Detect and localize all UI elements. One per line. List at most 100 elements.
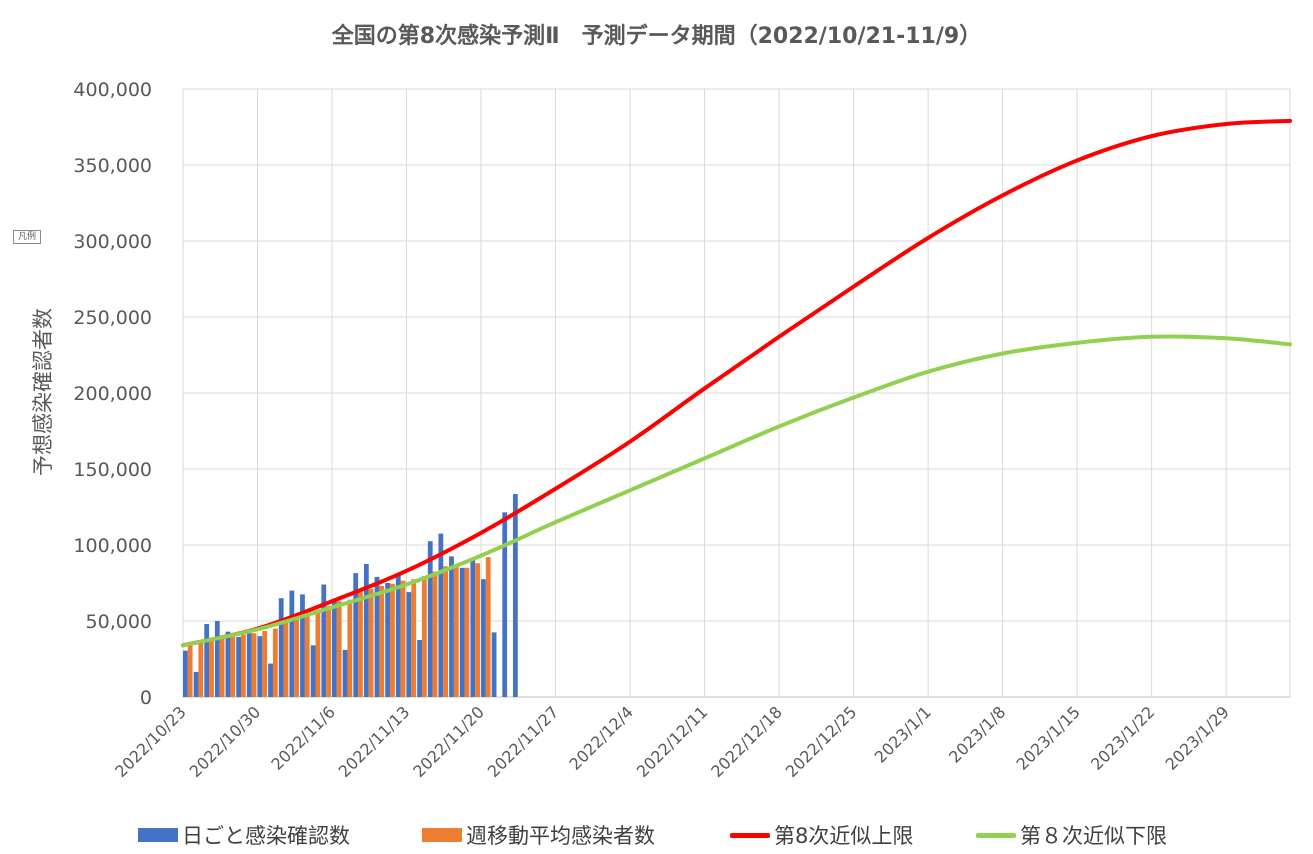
weekly-average-bar	[358, 592, 363, 697]
y-tick-label: 350,000	[73, 155, 152, 177]
y-tick-label: 50,000	[86, 611, 152, 633]
daily-cases-bar	[449, 556, 454, 697]
daily-cases-bar	[278, 598, 284, 697]
legend-label: 日ごと感染確認数	[182, 824, 350, 848]
daily-cases-bar	[491, 632, 497, 697]
legend-label: 週移動平均感染者数	[466, 824, 655, 848]
daily-cases-bar	[246, 633, 252, 697]
daily-cases-bar	[459, 567, 465, 697]
x-tick-label: 2023/1/22	[1087, 702, 1158, 773]
weekly-average-bar	[379, 586, 385, 697]
chart-plot: 0 50,000 100,000 150,000 200,000 250,000 300,0…	[73, 79, 1292, 781]
weekly-average-bar	[475, 563, 480, 697]
legend-item: 第８次近似下限	[976, 820, 1167, 850]
weekly-average-bar	[485, 557, 491, 697]
daily-cases-bar	[353, 573, 359, 697]
weekly-average-bar	[315, 611, 321, 697]
weekly-average-bar	[432, 571, 438, 697]
daily-cases-bar	[236, 636, 242, 697]
x-tick-label: 2023/1/1	[871, 702, 935, 766]
x-tick-label: 2022/12/25	[782, 702, 861, 781]
y-tick-label: 250,000	[73, 307, 152, 329]
daily-cases-bar	[438, 533, 444, 697]
y-tick-label: 100,000	[73, 535, 152, 557]
y-tick-label: 300,000	[73, 231, 152, 253]
daily-cases-bar	[183, 650, 188, 697]
daily-cases-bar	[512, 494, 518, 697]
weekly-average-bar	[262, 630, 268, 697]
daily-cases-bar	[204, 624, 210, 697]
weekly-average-bar	[453, 566, 459, 697]
weekly-average-bar	[336, 601, 342, 697]
x-tick-label: 2022/11/20	[409, 702, 488, 781]
lower-bound-line	[181, 334, 1292, 648]
x-tick-label: 2022/12/11	[633, 702, 712, 781]
daily-cases-bar	[502, 512, 508, 697]
x-tick-label: 2023/1/15	[1012, 702, 1083, 773]
weekly-average-bar	[241, 634, 246, 697]
weekly-average-bar	[400, 580, 406, 697]
y-tick-label: 150,000	[73, 459, 152, 481]
daily-cases-bar	[225, 631, 231, 697]
daily-cases-bar	[385, 583, 391, 697]
legend-label: 第8次近似上限	[774, 824, 914, 848]
y-tick-label: 0	[140, 687, 152, 709]
daily-cases-bar	[470, 558, 476, 697]
x-tick-label: 2022/10/30	[186, 702, 265, 781]
x-tick-label: 2023/1/8	[945, 702, 1009, 766]
weekly-average-bar	[390, 583, 395, 697]
weekly-average-bar	[272, 628, 278, 697]
legend-swatch	[138, 828, 178, 842]
daily-cases-bar	[374, 576, 380, 697]
weekly-average-bar	[368, 589, 374, 697]
weekly-average-bar	[326, 605, 331, 697]
weekly-average-bar	[209, 638, 214, 697]
weekly-average-bar	[219, 636, 225, 697]
weekly-average-bar	[421, 576, 427, 697]
daily-cases-bar	[214, 621, 220, 697]
weekly-average-bar	[347, 599, 353, 697]
daily-cases-bar	[427, 541, 433, 697]
daily-cases-bar	[257, 636, 263, 697]
daily-cases-bar	[300, 594, 305, 697]
daily-cases-bar	[417, 640, 422, 697]
weekly-average-bar	[464, 567, 470, 697]
weekly-average-bar	[187, 643, 193, 697]
daily-cases-bar	[342, 649, 348, 697]
legend-label: 第８次近似下限	[1020, 824, 1167, 848]
chart-title: 全国の第8次感染予測Ⅱ 予測データ期間（2022/10/21-11/9）	[331, 24, 982, 49]
x-tick-label: 2022/11/27	[484, 702, 563, 781]
x-tick-label: 2022/11/13	[335, 702, 414, 781]
daily-cases-bar	[310, 645, 316, 697]
daily-cases-bar	[289, 590, 295, 697]
chart-legend: 日ごと感染確認数 週移動平均感染者数 第8次近似上限 第８次近似下限	[0, 820, 1313, 850]
weekly-average-bar	[304, 613, 310, 697]
x-tick-label: 2022/10/23	[111, 702, 190, 781]
weekly-average-bar	[443, 566, 449, 697]
x-tick-label: 2023/1/29	[1162, 702, 1233, 773]
y-tick-label: 400,000	[73, 79, 152, 101]
weekly-average-bar	[411, 579, 417, 697]
legend-swatch	[976, 832, 1016, 838]
legend-swatch	[422, 828, 462, 842]
legend-swatch	[730, 832, 770, 838]
daily-cases-bar	[363, 564, 369, 697]
legend-item: 週移動平均感染者数	[422, 820, 655, 850]
weekly-average-bar	[198, 641, 204, 697]
daily-cases-bar	[406, 592, 412, 697]
weekly-average-bar	[230, 635, 236, 697]
x-tick-label: 2022/12/18	[707, 702, 786, 781]
legend-item: 第8次近似上限	[730, 820, 913, 850]
upper-bound-line	[181, 118, 1292, 648]
y-tick-label: 200,000	[73, 383, 152, 405]
weekly-average-bar	[294, 617, 300, 697]
x-tick-label: 2022/12/4	[565, 702, 636, 773]
daily-cases-bar	[332, 599, 337, 697]
legend-tag: 凡例	[13, 230, 42, 244]
daily-cases-bar	[268, 663, 273, 697]
daily-cases-bar	[321, 584, 327, 697]
x-tick-label: 2022/11/6	[267, 702, 338, 773]
weekly-average-bar	[251, 633, 257, 697]
legend-item: 日ごと感染確認数	[138, 820, 350, 850]
weekly-average-bar	[283, 622, 289, 697]
